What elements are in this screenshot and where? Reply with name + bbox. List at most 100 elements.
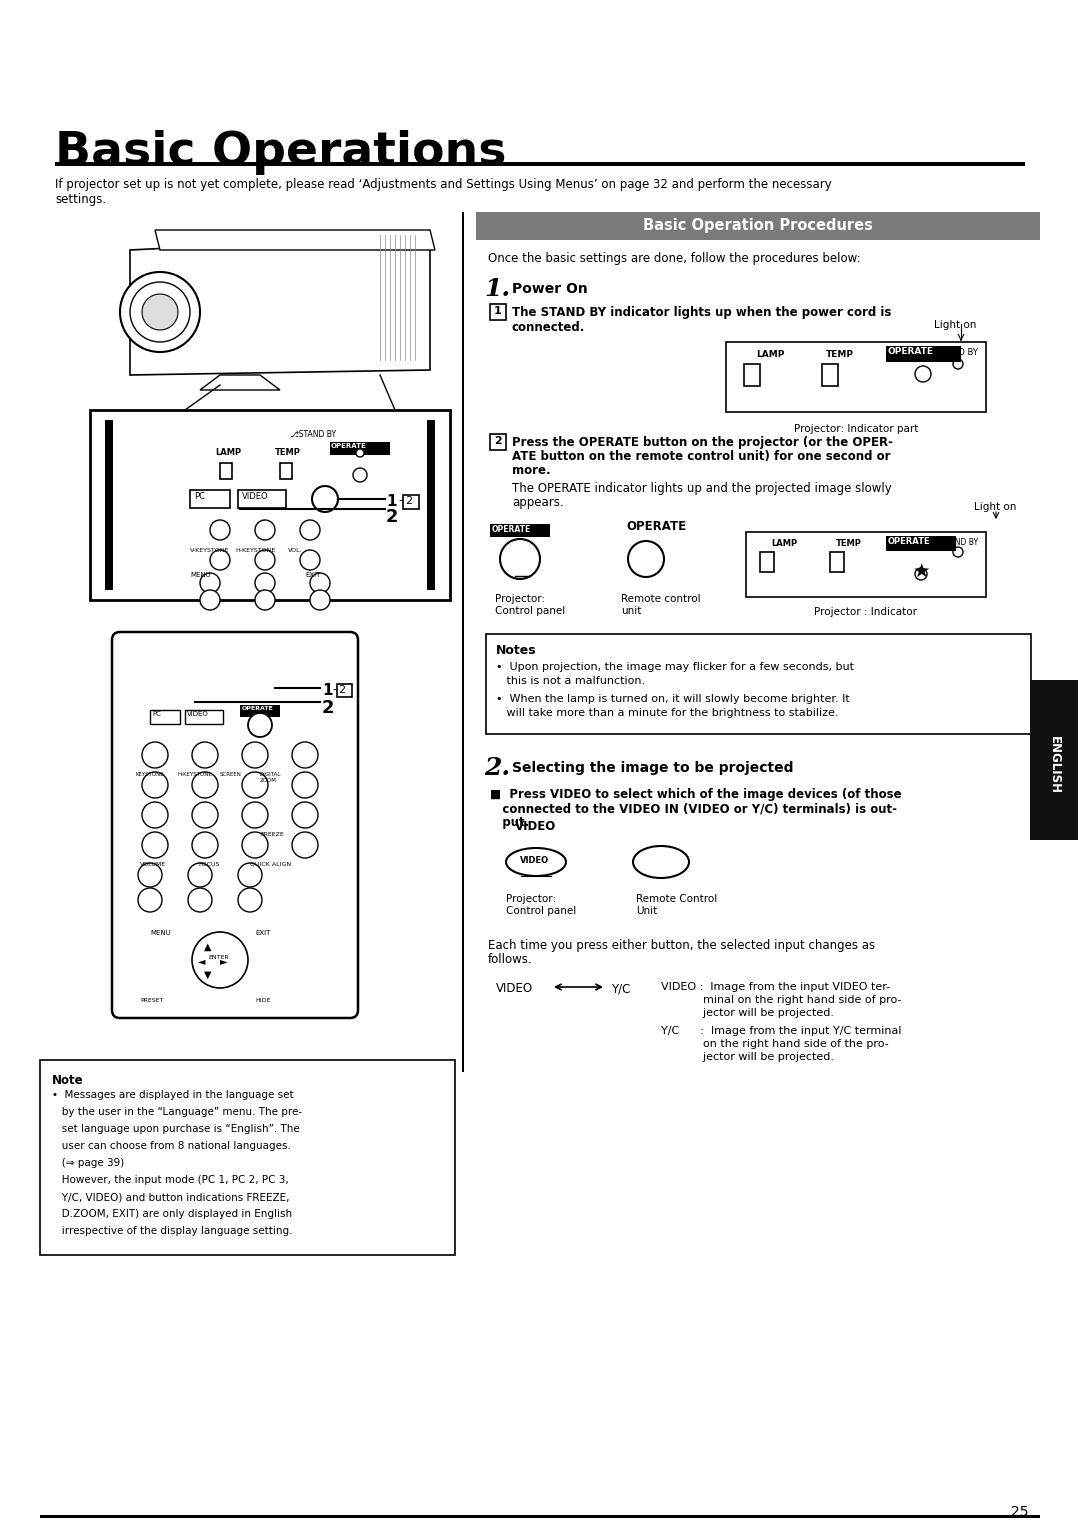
Text: ◄: ◄ [198,957,205,966]
Text: appears.: appears. [512,497,564,509]
Text: Y/C      :  Image from the input Y/C terminal: Y/C : Image from the input Y/C terminal [661,1025,902,1036]
Text: on the right hand side of the pro-: on the right hand side of the pro- [661,1039,889,1050]
Circle shape [953,359,963,368]
Text: Each time you press either button, the selected input changes as: Each time you press either button, the s… [488,940,875,952]
Bar [886,345,961,362]
Text: EXIT: EXIT [255,931,270,937]
Text: minal on the right hand side of pro-: minal on the right hand side of pro- [661,995,902,1005]
Text: Light on: Light on [974,503,1016,512]
Text: VIDEO: VIDEO [515,821,556,833]
Circle shape [310,590,330,610]
Text: FREEZE: FREEZE [260,833,284,837]
Text: 2: 2 [322,698,335,717]
Text: QUICK ALIGN: QUICK ALIGN [249,862,292,866]
Text: jector will be projected.: jector will be projected. [661,1008,834,1018]
Circle shape [192,802,218,828]
Bar [462,212,464,1073]
Text: VIDEO: VIDEO [242,492,269,501]
Text: Light on: Light on [933,319,976,330]
Text: will take more than a minute for the brightness to stabilize.: will take more than a minute for the bri… [496,707,838,718]
Polygon shape [130,235,430,374]
Text: The STAND BY indicator lights up when the power cord is
connected.: The STAND BY indicator lights up when th… [512,306,891,335]
Text: 25: 25 [1011,1505,1029,1519]
Circle shape [192,743,218,769]
Circle shape [310,573,330,593]
Text: VIDEO: VIDEO [519,856,549,865]
Text: connected to the VIDEO IN (VIDEO or Y/C) terminals) is out-: connected to the VIDEO IN (VIDEO or Y/C)… [490,802,897,814]
Text: Projector : Indicator: Projector : Indicator [814,607,918,617]
Text: 2.: 2. [484,756,510,779]
Text: Power On: Power On [512,283,588,296]
Text: 1.: 1. [484,277,510,301]
Text: H-KEYSTONE: H-KEYSTONE [235,549,275,553]
Circle shape [141,772,168,798]
Bar [831,552,843,571]
Text: OPERATE: OPERATE [330,443,367,449]
Text: H-KEYSTONE: H-KEYSTONE [178,772,213,778]
Text: V-KEYSTONE: V-KEYSTONE [190,549,229,553]
Circle shape [255,550,275,570]
Circle shape [300,520,320,539]
Circle shape [353,468,367,481]
Text: 1: 1 [322,683,333,698]
Bar [238,490,286,507]
Text: 1: 1 [494,306,502,316]
Bar [476,212,1040,240]
Text: FOCUS: FOCUS [198,862,219,866]
Bar [822,364,838,387]
Circle shape [242,772,268,798]
Text: Projector: Indicator part: Projector: Indicator part [794,423,918,434]
Text: Basic Operation Procedures: Basic Operation Procedures [643,219,873,232]
Circle shape [292,833,318,859]
Text: user can choose from 8 national languages.: user can choose from 8 national language… [52,1141,291,1151]
Circle shape [188,888,212,912]
Text: EXIT: EXIT [305,571,321,578]
Text: HIDE: HIDE [255,998,270,1002]
Bar [280,463,292,478]
Circle shape [292,772,318,798]
Circle shape [238,888,262,912]
Text: DIGITAL
ZOOM: DIGITAL ZOOM [260,772,282,782]
Text: The OPERATE indicator lights up and the projected image slowly: The OPERATE indicator lights up and the … [512,481,892,495]
Bar [40,1514,1040,1517]
Circle shape [192,772,218,798]
Text: follows.: follows. [488,953,532,966]
Ellipse shape [633,847,689,879]
Text: MENU: MENU [190,571,211,578]
Text: ⎇STAND BY: ⎇STAND BY [932,538,978,547]
Circle shape [312,486,338,512]
Text: Once the basic settings are done, follow the procedures below:: Once the basic settings are done, follow… [488,252,861,264]
Bar [220,463,232,478]
Bar [760,552,774,571]
Circle shape [192,833,218,859]
Bar [185,711,222,724]
Text: ▼: ▼ [204,970,212,979]
Text: LAMP: LAMP [771,539,797,549]
Circle shape [200,590,220,610]
Text: TEMP: TEMP [826,350,854,359]
Text: settings.: settings. [55,193,106,206]
Circle shape [210,550,230,570]
Circle shape [356,449,364,457]
Text: OPERATE: OPERATE [888,347,934,356]
Bar [746,532,986,597]
Text: ATE button on the remote control unit) for one second or: ATE button on the remote control unit) f… [512,451,891,463]
Circle shape [138,888,162,912]
FancyBboxPatch shape [112,633,357,1018]
Bar [55,162,1025,167]
Circle shape [248,714,272,736]
Text: Remote control
unit: Remote control unit [621,594,701,616]
Text: Notes: Notes [496,643,537,657]
Circle shape [141,802,168,828]
Text: put.: put. [490,816,529,830]
Polygon shape [200,374,280,390]
Circle shape [120,272,200,351]
Bar [150,711,180,724]
Text: Basic Operations: Basic Operations [55,130,507,176]
Bar [427,420,435,590]
Circle shape [242,743,268,769]
Text: by the user in the “Language” menu. The pre-: by the user in the “Language” menu. The … [52,1106,302,1117]
Text: Projector:
Control panel: Projector: Control panel [495,594,565,616]
Text: ENTER: ENTER [208,955,229,960]
Circle shape [138,863,162,886]
